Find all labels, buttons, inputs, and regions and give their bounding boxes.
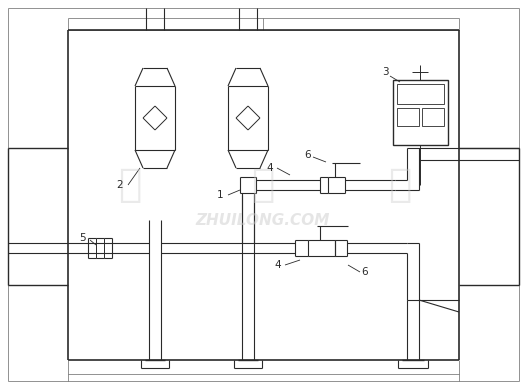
Text: 筑: 筑 (119, 166, 142, 204)
Text: 2: 2 (116, 180, 123, 190)
Text: 5: 5 (80, 233, 86, 243)
Text: 6: 6 (305, 150, 311, 160)
Text: 4: 4 (275, 260, 281, 270)
Bar (393, 80, 448, 145)
Text: 6: 6 (362, 267, 368, 277)
Text: 3: 3 (382, 67, 388, 77)
Text: 龍: 龍 (251, 166, 275, 204)
Text: 網: 網 (388, 166, 412, 204)
Bar (422, 108, 444, 126)
Text: ZHUILONG.COM: ZHUILONG.COM (196, 212, 330, 228)
Bar (397, 108, 419, 126)
Bar (397, 84, 444, 104)
Text: 4: 4 (267, 163, 274, 173)
Text: 1: 1 (217, 190, 223, 200)
